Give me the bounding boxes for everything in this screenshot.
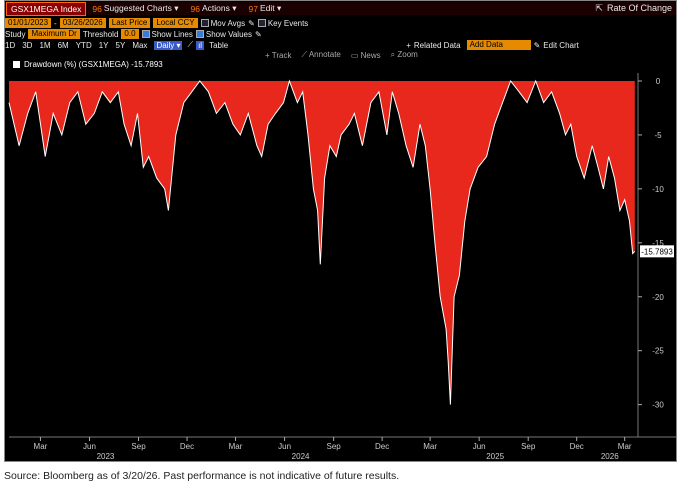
pencil-icon[interactable]: ✎ (248, 18, 255, 28)
price-field-select[interactable]: Last Price (108, 18, 151, 28)
x-tick-label: Jun (83, 442, 96, 451)
x-tick-label: Dec (375, 442, 389, 451)
drawdown-line (8, 79, 636, 405)
table-button[interactable]: Table (209, 40, 229, 50)
year-label: 2026 (601, 452, 619, 461)
rate-of-change-label: Rate Of Change (606, 3, 672, 13)
chart-type-icon[interactable]: ⟋ (187, 40, 194, 49)
study-select[interactable]: Maximum Dr (28, 29, 80, 39)
frequency-select[interactable]: Daily ▾ (154, 40, 183, 50)
mov-avgs-checkbox[interactable] (200, 19, 209, 27)
show-lines-label: Show Lines (151, 29, 193, 39)
mov-avgs-label: Mov Avgs (210, 18, 246, 28)
period-ytd[interactable]: YTD (75, 40, 92, 50)
x-tick-label: Mar (229, 442, 243, 451)
export-icon: ⇱ (595, 3, 603, 13)
start-date-field[interactable]: 01/01/2023 (5, 18, 52, 28)
y-tick-label: -15 (652, 239, 664, 248)
y-tick-label: -5 (654, 131, 662, 140)
news-label: News (360, 50, 381, 60)
period-1m[interactable]: 1M (39, 40, 51, 50)
track-tool[interactable]: + Track (265, 50, 292, 60)
rate-of-change-button[interactable]: ⇱ Rate Of Change (595, 3, 672, 14)
show-lines-checkbox[interactable] (141, 30, 150, 38)
bloomberg-terminal: GSX1MEGA Index 96 Suggested Charts ▾ 96 … (4, 0, 677, 462)
period-1y[interactable]: 1Y (98, 40, 109, 50)
year-label: 2025 (486, 452, 504, 461)
source-note: Source: Bloomberg as of 3/20/26. Past pe… (4, 470, 400, 482)
period-3d[interactable]: 3D (22, 40, 33, 50)
period-row: 1D 3D 1M 6M YTD 1Y 5Y Max Daily ▾ ⟋ ıl T… (5, 39, 676, 51)
x-tick-label: Mar (618, 442, 632, 451)
last-value-badge (640, 245, 674, 258)
actions-num: 96 (190, 3, 201, 14)
x-tick-label: Sep (521, 442, 536, 451)
edit-chart-icon: ✎ (533, 40, 541, 50)
chart-legend: Drawdown (%) (GSX1MEGA) -15.7893 (13, 60, 163, 69)
date-row: 01/01/2023 - 03/26/2026 Last Price Local… (5, 17, 311, 29)
x-tick-label: Mar (423, 442, 437, 451)
y-tick-label: -30 (652, 401, 664, 410)
zoom-tool[interactable]: ⌕ Zoom (390, 50, 418, 59)
zoom-label: Zoom (397, 50, 418, 59)
top-toolbar: GSX1MEGA Index 96 Suggested Charts ▾ 96 … (5, 1, 676, 16)
x-tick-label: Mar (34, 442, 48, 451)
track-label: Track (271, 50, 292, 60)
x-tick-label: Jun (278, 442, 291, 451)
period-1d[interactable]: 1D (5, 40, 16, 50)
show-values-label: Show Values (205, 29, 252, 39)
related-data-button[interactable]: Related Data (413, 40, 461, 50)
edit-menu[interactable]: Edit ▾ (260, 3, 282, 13)
actions-menu[interactable]: Actions ▾ (202, 3, 237, 13)
threshold-label: Threshold (82, 29, 119, 39)
drawdown-chart: 0 -5 -10 -15 -20 -25 -30 -15.7893 Mar Jun Sep Dec Ma… (8, 73, 676, 461)
pencil-icon[interactable]: ✎ (254, 29, 262, 39)
key-events-label: Key Events (267, 18, 309, 28)
date-separator: - (54, 18, 57, 28)
plus-icon: + (406, 40, 411, 50)
currency-select[interactable]: Local CCY (153, 18, 198, 28)
year-label: 2023 (97, 452, 115, 461)
y-tick-label: -25 (652, 347, 664, 356)
study-row: Study Maximum Dr Threshold 0.0 Show Line… (5, 28, 265, 40)
suggested-charts-menu[interactable]: Suggested Charts ▾ (103, 3, 179, 13)
x-tick-label: Dec (570, 442, 584, 451)
edit-chart-button[interactable]: Edit Chart (543, 40, 579, 50)
key-events-checkbox[interactable] (257, 19, 266, 27)
y-tick-label: 0 (656, 77, 661, 86)
period-6m[interactable]: 6M (57, 40, 69, 50)
x-tick-label: Sep (327, 442, 342, 451)
x-tick-label: Dec (180, 442, 194, 451)
suggested-num: 96 (92, 3, 102, 14)
edit-num: 97 (248, 3, 258, 14)
chart-tools-row: + Track ⟋ Annotate ▭ News ⌕ Zoom (265, 49, 428, 61)
annotate-label: Annotate (308, 50, 341, 59)
legend-label: Drawdown (%) (GSX1MEGA) -15.7893 (24, 60, 163, 69)
threshold-field[interactable]: 0.0 (121, 29, 139, 39)
period-5y[interactable]: 5Y (115, 40, 126, 50)
add-data-field[interactable]: Add Data (466, 40, 531, 50)
annotate-tool[interactable]: ⟋ Annotate (301, 50, 341, 59)
chart-style-select[interactable]: ıl (196, 40, 205, 50)
legend-swatch (13, 61, 20, 68)
study-label: Study (5, 29, 26, 39)
period-max[interactable]: Max (132, 40, 148, 50)
year-label: 2024 (292, 452, 310, 461)
y-tick-label: -10 (652, 185, 664, 194)
news-tool[interactable]: ▭ News (350, 50, 381, 60)
y-tick-label: -20 (652, 293, 664, 302)
end-date-field[interactable]: 03/26/2026 (59, 18, 106, 28)
x-tick-label: Jun (473, 442, 486, 451)
show-values-checkbox[interactable] (195, 30, 204, 38)
ticker-field[interactable]: GSX1MEGA Index (6, 1, 87, 16)
last-value-label: -15.7893 (641, 247, 673, 256)
x-tick-label: Sep (131, 442, 146, 451)
drawdown-area (9, 81, 635, 405)
